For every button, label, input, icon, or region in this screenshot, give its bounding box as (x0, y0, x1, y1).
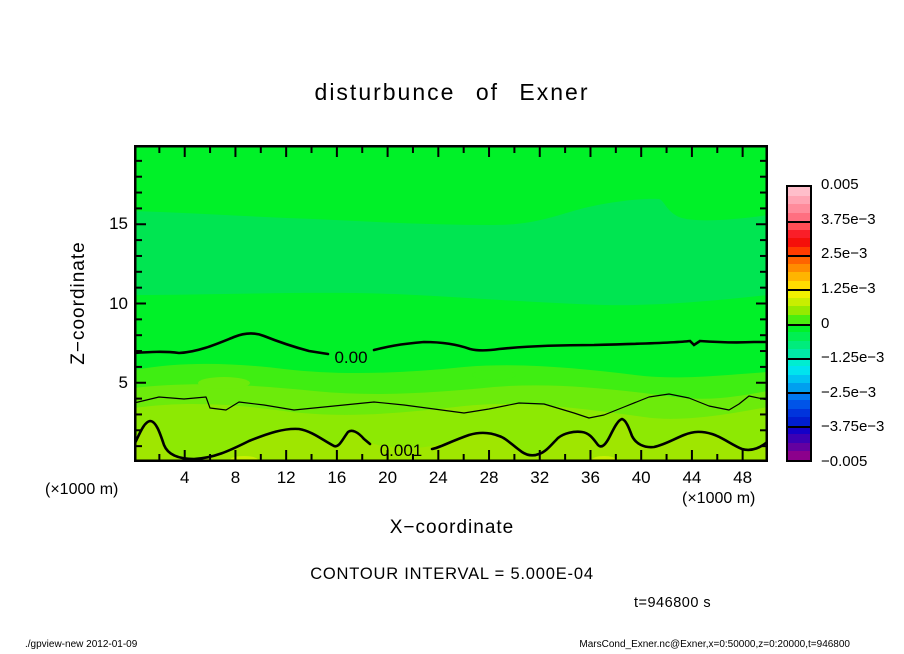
x-tick-label: 44 (682, 468, 702, 487)
colorbar-label: −1.25e−3 (821, 349, 885, 367)
contour-line-zero-left (134, 332, 330, 356)
x-tick-label: 12 (276, 468, 296, 487)
contour-label-one: 0.001 (380, 441, 423, 460)
colorbar-strip (788, 349, 810, 358)
colorbar-strip (788, 357, 810, 367)
colorbar-label: −0.005 (821, 453, 868, 470)
fill-blob (198, 377, 250, 389)
fill-blob (472, 370, 516, 380)
contour-line-one-right (430, 417, 768, 457)
colorbar-strip (788, 246, 810, 256)
colorbar (786, 185, 812, 462)
footer-command: ./gpview-new 2012-01-09 (25, 639, 138, 650)
colorbar-strip (788, 366, 810, 375)
colorbar-cell-divider (788, 391, 810, 394)
colorbar-strip (788, 195, 810, 205)
colorbar-label: 0.005 (821, 176, 859, 193)
colorbar-strip (788, 280, 810, 290)
colorbar-strip (788, 442, 810, 452)
fill-mid-band (134, 198, 768, 306)
colorbar-strip (788, 289, 810, 298)
x-tick-label: 24 (428, 468, 448, 487)
colorbar-label: −3.75e−3 (821, 418, 885, 436)
y-tick-label: 5 (118, 372, 128, 392)
x-tick-label: 8 (230, 468, 241, 487)
colorbar-label: −2.5e−3 (821, 383, 877, 401)
colorbar-strip (788, 272, 810, 281)
contour-plot-canvas: 0.00 0.001 (134, 145, 768, 462)
x-tick-label: 20 (378, 468, 398, 487)
colorbar-strip (788, 297, 810, 307)
x-tick-label: 40 (631, 468, 651, 487)
axis-ticks (136, 147, 766, 460)
colorbar-strip (788, 425, 810, 435)
x-tick-label: 16 (327, 468, 347, 487)
colorbar-strip (788, 306, 810, 315)
x-tick-label: 28 (479, 468, 499, 487)
contour-line-zero-right (372, 339, 768, 352)
contour-interval-note: CONTOUR INTERVAL = 5.000E-04 (310, 565, 594, 583)
colorbar-strip (788, 434, 810, 443)
colorbar-strip (788, 400, 810, 409)
colorbar-cell-divider (788, 221, 810, 224)
contour-line-thin (134, 393, 768, 419)
colorbar-strip (788, 238, 810, 247)
colorbar-cell-divider (788, 323, 810, 326)
colorbar-cell-divider (788, 425, 810, 428)
colorbar-strip (788, 204, 810, 213)
y-axis-label: Z−coordinate (68, 241, 89, 365)
colorbar-strip (788, 255, 810, 264)
colorbar-label: 1.25e−3 (821, 279, 876, 297)
colorbar-strip (788, 408, 810, 418)
colorbar-strip (788, 451, 810, 460)
y-axis-unit: (×1000 m) (45, 481, 119, 498)
colorbar-strip (788, 340, 810, 350)
colorbar-strip (788, 391, 810, 401)
x-axis-label: X−coordinate (389, 517, 515, 538)
colorbar-strip (788, 383, 810, 392)
footer-source: MarsCond_Exner.nc@Exner,x=0:50000,z=0:20… (579, 639, 850, 650)
plot-area: 0.00 0.001 (134, 145, 768, 462)
time-stamp: t=946800 s (634, 595, 712, 611)
colorbar-label: 3.75e−3 (821, 210, 876, 228)
colorbar-strip (788, 323, 810, 333)
colorbar-strip (788, 263, 810, 273)
x-axis-unit: (×1000 m) (682, 490, 756, 507)
colorbar-strip (788, 314, 810, 324)
contour-label-zero: 0.00 (334, 348, 367, 367)
colorbar-strip (788, 332, 810, 341)
colorbar-strip (788, 374, 810, 384)
colorbar-strip (788, 212, 810, 222)
colorbar-strip (788, 417, 810, 426)
colorbar-cell-divider (788, 255, 810, 258)
contour-line-one-left (134, 419, 372, 461)
plot-frame (134, 145, 768, 462)
page-title: disturbunce of Exner (314, 79, 590, 105)
y-tick-label: 15 (109, 214, 128, 234)
x-tick-label: 4 (179, 468, 190, 487)
colorbar-cell-divider (788, 289, 810, 292)
x-tick-label: 32 (530, 468, 550, 487)
colorbar-label: 0 (821, 314, 830, 332)
colorbar-strip (788, 229, 810, 239)
x-tick-label: 48 (733, 468, 753, 487)
y-tick-label: 10 (109, 293, 128, 313)
colorbar-strip (788, 187, 810, 196)
colorbar-cell-divider (788, 357, 810, 360)
colorbar-strip (788, 221, 810, 230)
colorbar-label: 2.5e−3 (821, 245, 868, 263)
x-tick-label: 36 (581, 468, 600, 487)
